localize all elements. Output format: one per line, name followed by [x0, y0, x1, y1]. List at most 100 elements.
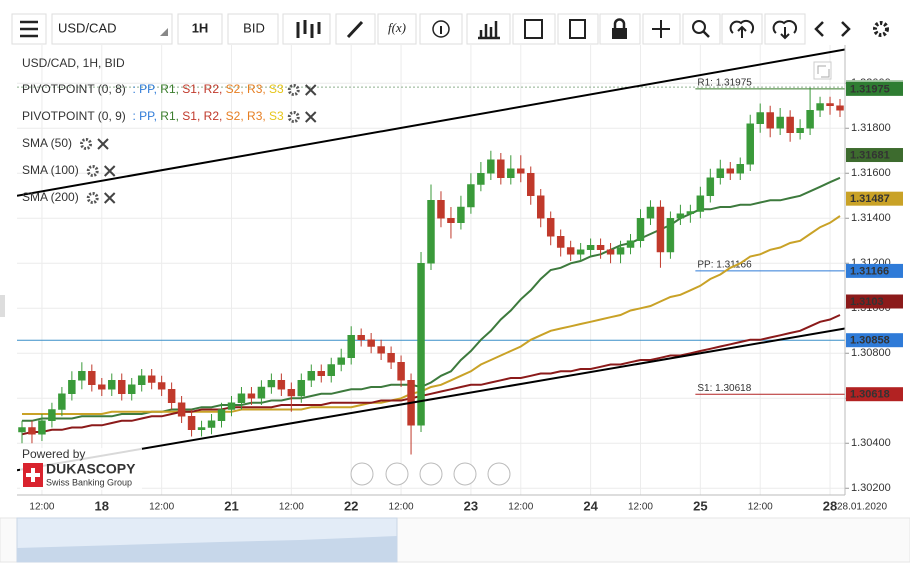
nav-button[interactable]	[419, 462, 443, 486]
toolbar-button[interactable]	[721, 13, 763, 45]
toolbar-button[interactable]	[227, 13, 279, 45]
legend-sma: SMA (200)	[22, 190, 79, 204]
price-marker-label: 1.31487	[850, 193, 890, 205]
settings-button[interactable]	[873, 21, 889, 37]
candle-body	[287, 389, 296, 397]
candle-body	[447, 218, 455, 223]
prev-icon[interactable]	[814, 21, 824, 37]
candle-body	[467, 184, 475, 208]
legend-title: USD/CAD, 1H, BID	[22, 56, 125, 70]
candle-body	[317, 371, 326, 376]
candle-body	[616, 247, 625, 255]
candle-body	[736, 164, 744, 174]
pivot-level: : PP,	[132, 109, 156, 123]
toolbar-button[interactable]	[11, 13, 47, 45]
price-marker-label: 1.31975	[850, 83, 890, 95]
toolbar-button[interactable]	[764, 13, 806, 45]
toolbar-button[interactable]	[512, 13, 556, 45]
expand-glyph	[817, 65, 830, 78]
settings-icon[interactable]	[287, 111, 300, 123]
candle-body	[387, 353, 395, 363]
price-marker	[846, 294, 903, 309]
side-button[interactable]: BID	[243, 20, 265, 35]
remove-icon[interactable]	[103, 192, 116, 204]
next-icon[interactable]	[841, 21, 851, 37]
pivot-name: PIVOTPOINT (0, 8)	[22, 82, 126, 96]
symbol-select[interactable]: USD/CAD	[58, 20, 117, 35]
zoom-icon	[692, 20, 706, 34]
candle-body	[756, 112, 764, 124]
pivot-level: R3,	[244, 109, 266, 123]
pivot-level: S1,	[179, 109, 200, 123]
nav-button[interactable]	[385, 462, 409, 486]
candle-body	[58, 393, 66, 410]
candle-body	[746, 123, 754, 165]
toolbar-button[interactable]	[557, 13, 599, 45]
legend-icons	[287, 84, 317, 96]
candle-body	[806, 110, 814, 129]
candle-body	[397, 362, 405, 381]
price-marker	[846, 148, 903, 163]
candle-body	[147, 375, 156, 383]
settings-icon[interactable]	[86, 165, 99, 177]
candle-body	[267, 380, 276, 388]
toolbar-button[interactable]	[335, 13, 376, 45]
candle-body	[307, 371, 316, 381]
toolbar-button[interactable]	[599, 13, 641, 45]
toolbar-button[interactable]	[177, 13, 223, 45]
price-marker-label: 1.30618	[850, 389, 890, 401]
logo-cross	[26, 468, 40, 482]
nav-button[interactable]	[453, 462, 477, 486]
pivot-level: S2,	[222, 109, 243, 123]
function-button[interactable]: f(x)	[388, 20, 406, 35]
candle-body	[347, 335, 355, 358]
lock-icon	[612, 28, 627, 39]
legend-sma: SMA (50)	[22, 136, 72, 150]
candle-body	[367, 339, 375, 347]
x-tick-label: 12:00	[29, 502, 54, 513]
toolbar-button[interactable]	[419, 13, 463, 45]
candle-body	[596, 245, 605, 250]
candle-body	[626, 240, 635, 248]
candle-body	[217, 409, 226, 421]
remove-icon[interactable]	[103, 165, 116, 177]
candle-body	[636, 218, 645, 241]
x-tick-label: 28	[823, 498, 837, 513]
toolbar-button[interactable]	[682, 13, 721, 45]
toolbar-button[interactable]	[51, 13, 173, 45]
candle-body	[836, 105, 844, 111]
spacer	[126, 82, 133, 96]
candle-body	[237, 393, 246, 403]
brand-tagline: Swiss Banking Group	[46, 477, 132, 487]
candle-body	[686, 211, 695, 214]
remove-icon[interactable]	[305, 111, 317, 123]
price-marker	[846, 81, 903, 96]
toolbar-button[interactable]	[642, 13, 681, 45]
candle-body	[497, 159, 505, 178]
remove-icon[interactable]	[305, 84, 317, 96]
candle-body	[726, 168, 735, 174]
settings-icon[interactable]	[287, 84, 300, 96]
price-marker	[846, 333, 903, 348]
expand-button[interactable]	[813, 61, 832, 80]
period-button[interactable]: 1H	[192, 20, 209, 35]
remove-icon[interactable]	[97, 138, 109, 150]
dropdown-arrow	[160, 28, 168, 36]
nav-button[interactable]	[487, 462, 511, 486]
candle-body	[247, 393, 256, 399]
settings-icon[interactable]	[80, 138, 93, 150]
candle-body	[417, 263, 425, 426]
toolbar-button[interactable]	[282, 13, 331, 45]
candle-body	[776, 116, 784, 129]
pivot-level: R2,	[200, 82, 222, 96]
settings-icon[interactable]	[86, 192, 99, 204]
toolbar-button[interactable]	[466, 13, 511, 45]
info-icon	[432, 20, 450, 38]
nav-button[interactable]	[350, 462, 374, 486]
candle-body	[48, 409, 56, 421]
candle-body	[197, 427, 206, 430]
pivot-level: R3,	[244, 82, 266, 96]
toolbar-button[interactable]	[377, 13, 417, 45]
candle-body	[457, 206, 465, 223]
